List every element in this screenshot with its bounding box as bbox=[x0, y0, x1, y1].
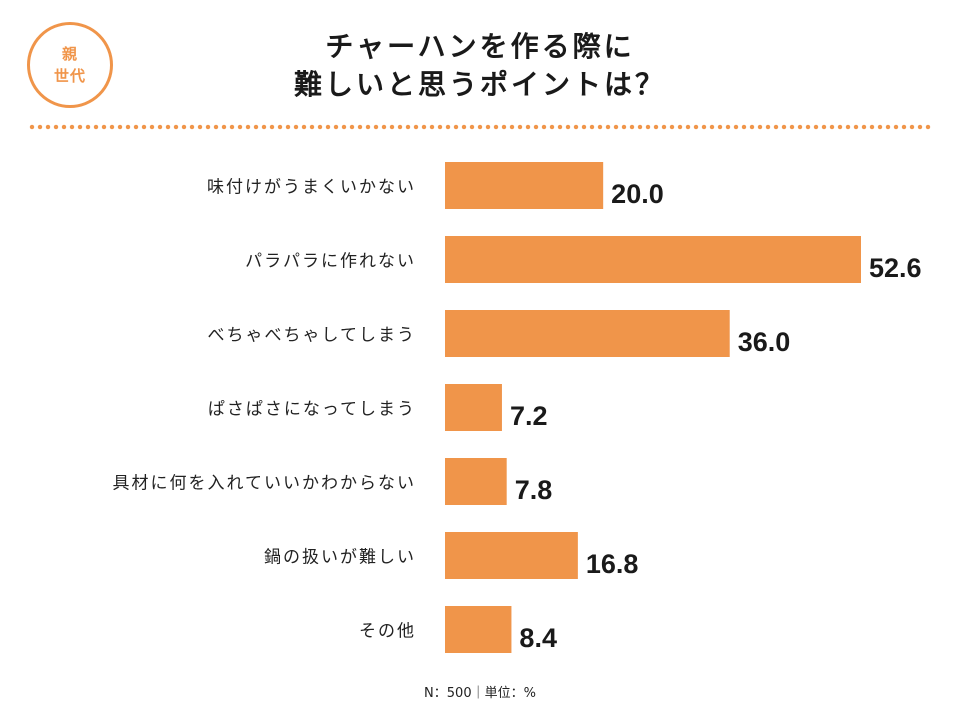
bar-7 bbox=[445, 606, 512, 653]
footnote: N：500｜単位：% bbox=[424, 686, 536, 701]
dotted-divider bbox=[28, 124, 932, 130]
value-label-7: 8.4 bbox=[519, 623, 557, 653]
bar-2 bbox=[445, 236, 861, 283]
chart-title-line-1: チャーハンを作る際に bbox=[325, 30, 635, 63]
value-label-4: 7.2 bbox=[510, 401, 548, 431]
badge-line-2: 世代 bbox=[53, 67, 86, 85]
chart-title: チャーハンを作る際に 難しいと思うポイントは？ bbox=[180, 28, 780, 104]
audience-badge: 親 世代 bbox=[27, 22, 113, 108]
bar-5 bbox=[445, 458, 507, 505]
value-label-6: 16.8 bbox=[586, 549, 639, 579]
badge-line-1: 親 bbox=[61, 45, 78, 63]
value-label-2: 52.6 bbox=[869, 253, 922, 283]
bar-3 bbox=[445, 310, 730, 357]
category-label-6: 鍋の扱いが難しい bbox=[264, 548, 416, 568]
category-label-7: その他 bbox=[359, 622, 416, 642]
category-label-5: 具材に何を入れていいかわからない bbox=[113, 474, 417, 494]
value-label-3: 36.0 bbox=[738, 327, 791, 357]
bar-6 bbox=[445, 532, 578, 579]
bar-1 bbox=[445, 162, 604, 209]
category-label-4: ぱさぱさになってしまう bbox=[208, 400, 416, 420]
value-label-5: 7.8 bbox=[515, 475, 553, 505]
category-label-1: 味付けがうまくいかない bbox=[207, 178, 416, 198]
chart-title-line-2: 難しいと思うポイントは？ bbox=[293, 68, 666, 101]
value-label-1: 20.0 bbox=[611, 179, 664, 209]
bar-4 bbox=[445, 384, 502, 431]
category-label-3: べちゃべちゃしてしまう bbox=[208, 326, 417, 346]
category-label-2: パラパラに作れない bbox=[245, 252, 416, 272]
